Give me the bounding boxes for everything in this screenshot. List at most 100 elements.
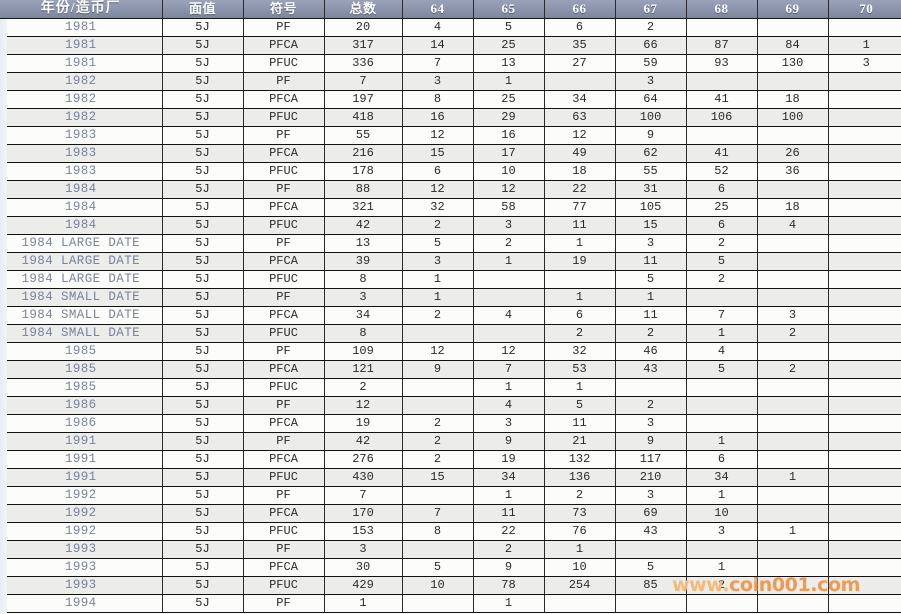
cell-grade-68 xyxy=(686,540,758,559)
cell-grade-70 xyxy=(828,396,901,415)
table-row: 1984 5J PFUC 42 2 3 11 15 6 4 xyxy=(0,216,901,235)
cell-symbol: PFCA xyxy=(243,306,325,325)
cell-grade-68: 6 xyxy=(686,180,758,199)
cell-grade-67: 105 xyxy=(615,198,687,217)
table-header-row: 年份/造币厂 面值 符号 总数 64 65 66 67 68 69 70 xyxy=(0,0,901,19)
cell-grade-70: 1 xyxy=(828,36,901,55)
cell-grade-64: 14 xyxy=(402,36,474,55)
cell-denomination: 5J xyxy=(162,360,244,379)
cell-grade-67: 100 xyxy=(615,108,687,127)
cell-grade-65: 58 xyxy=(473,198,545,217)
cell-denomination: 5J xyxy=(162,180,244,199)
cell-grade-69 xyxy=(757,396,829,415)
cell-total: 1 xyxy=(324,594,403,613)
cell-year: 1991 xyxy=(0,468,163,487)
cell-total: 216 xyxy=(324,144,403,163)
column-header-grade-69[interactable]: 69 xyxy=(757,0,829,19)
cell-denomination: 5J xyxy=(162,504,244,523)
column-header-grade-70[interactable]: 70 xyxy=(828,0,901,19)
cell-grade-66 xyxy=(544,270,616,289)
cell-grade-65: 13 xyxy=(473,54,545,73)
cell-denomination: 5J xyxy=(162,522,244,541)
cell-grade-66: 2 xyxy=(544,486,616,505)
cell-grade-70 xyxy=(828,432,901,451)
cell-grade-67: 66 xyxy=(615,36,687,55)
cell-grade-68: 2 xyxy=(686,576,758,595)
cell-grade-67: 15 xyxy=(615,216,687,235)
cell-grade-66: 1 xyxy=(544,234,616,253)
column-header-grade-65[interactable]: 65 xyxy=(473,0,545,19)
table-row: 1983 5J PF 55 12 16 12 9 xyxy=(0,126,901,145)
cell-denomination: 5J xyxy=(162,162,244,181)
cell-symbol: PFUC xyxy=(243,468,325,487)
cell-grade-68 xyxy=(686,18,758,37)
cell-total: 418 xyxy=(324,108,403,127)
column-header-grade-68[interactable]: 68 xyxy=(686,0,758,19)
cell-grade-67: 210 xyxy=(615,468,687,487)
cell-grade-64: 5 xyxy=(402,234,474,253)
cell-grade-65: 11 xyxy=(473,504,545,523)
cell-grade-67: 5 xyxy=(615,270,687,289)
cell-year: 1984 LARGE DATE xyxy=(0,252,163,271)
cell-symbol: PFCA xyxy=(243,504,325,523)
cell-grade-65: 1 xyxy=(473,486,545,505)
cell-grade-70 xyxy=(828,468,901,487)
table-row: 1991 5J PFUC 430 15 34 136 210 34 1 xyxy=(0,468,901,487)
cell-grade-66: 21 xyxy=(544,432,616,451)
cell-grade-67: 43 xyxy=(615,522,687,541)
column-header-grade-67[interactable]: 67 xyxy=(615,0,687,19)
cell-total: 170 xyxy=(324,504,403,523)
cell-denomination: 5J xyxy=(162,414,244,433)
column-header-grade-64[interactable]: 64 xyxy=(402,0,474,19)
cell-grade-65: 1 xyxy=(473,594,545,613)
cell-grade-66 xyxy=(544,594,616,613)
cell-denomination: 5J xyxy=(162,576,244,595)
cell-symbol: PFCA xyxy=(243,144,325,163)
cell-grade-69 xyxy=(757,270,829,289)
cell-total: 3 xyxy=(324,288,403,307)
column-header-denomination[interactable]: 面值 xyxy=(162,0,244,19)
cell-grade-69 xyxy=(757,18,829,37)
column-header-total[interactable]: 总数 xyxy=(324,0,403,19)
column-header-symbol[interactable]: 符号 xyxy=(243,0,325,19)
cell-symbol: PF xyxy=(243,72,325,91)
cell-grade-69 xyxy=(757,234,829,253)
cell-grade-70: 3 xyxy=(828,54,901,73)
table-row: 1992 5J PFUC 153 8 22 76 43 3 1 xyxy=(0,522,901,541)
cell-grade-68: 1 xyxy=(686,558,758,577)
cell-symbol: PF xyxy=(243,486,325,505)
table-row: 1984 LARGE DATE 5J PFCA 39 3 1 19 11 5 xyxy=(0,252,901,271)
cell-grade-64: 8 xyxy=(402,522,474,541)
cell-grade-68 xyxy=(686,396,758,415)
cell-grade-69 xyxy=(757,72,829,91)
cell-grade-70 xyxy=(828,270,901,289)
cell-grade-66: 27 xyxy=(544,54,616,73)
cell-grade-65: 3 xyxy=(473,216,545,235)
cell-grade-69 xyxy=(757,378,829,397)
column-header-year[interactable]: 年份/造币厂 xyxy=(0,0,163,19)
table-row: 1985 5J PFCA 121 9 7 53 43 5 2 xyxy=(0,360,901,379)
cell-grade-64 xyxy=(402,396,474,415)
cell-grade-66: 12 xyxy=(544,126,616,145)
cell-grade-70 xyxy=(828,126,901,145)
cell-year: 1984 xyxy=(0,180,163,199)
cell-grade-66: 5 xyxy=(544,396,616,415)
cell-grade-66: 35 xyxy=(544,36,616,55)
cell-grade-70 xyxy=(828,90,901,109)
cell-total: 39 xyxy=(324,252,403,271)
table-row: 1991 5J PFCA 276 2 19 132 117 6 xyxy=(0,450,901,469)
cell-grade-66: 1 xyxy=(544,378,616,397)
cell-symbol: PFUC xyxy=(243,108,325,127)
cell-grade-66: 63 xyxy=(544,108,616,127)
cell-grade-70 xyxy=(828,522,901,541)
cell-denomination: 5J xyxy=(162,144,244,163)
table-row: 1984 SMALL DATE 5J PF 3 1 1 1 xyxy=(0,288,901,307)
cell-year: 1991 xyxy=(0,432,163,451)
cell-year: 1984 SMALL DATE xyxy=(0,288,163,307)
cell-grade-64: 12 xyxy=(402,126,474,145)
cell-year: 1982 xyxy=(0,90,163,109)
column-header-grade-66[interactable]: 66 xyxy=(544,0,616,19)
table-row: 1991 5J PF 42 2 9 21 9 1 xyxy=(0,432,901,451)
cell-symbol: PFCA xyxy=(243,558,325,577)
cell-total: 7 xyxy=(324,486,403,505)
